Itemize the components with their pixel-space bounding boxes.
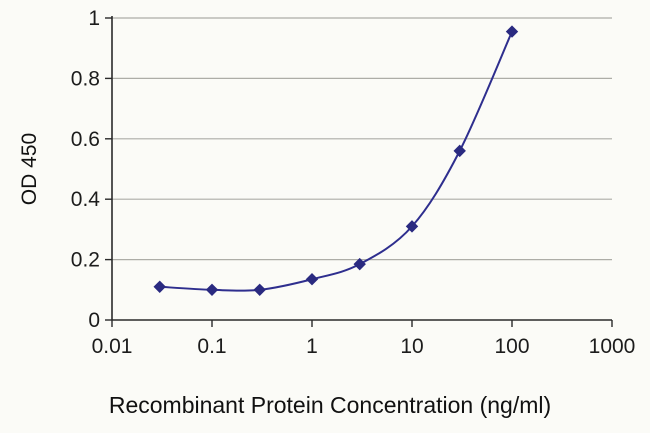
data-point-marker: [253, 283, 266, 297]
data-point-marker: [505, 25, 519, 38]
x-axis-title: Recombinant Protein Concentration (ng/ml…: [108, 392, 552, 418]
x-tick-label: 1: [306, 335, 318, 358]
data-point-marker: [205, 283, 219, 297]
y-tick-label: 0.8: [71, 67, 100, 90]
y-tick-label: 0.2: [71, 249, 100, 272]
y-tick-label: 0.4: [71, 188, 101, 211]
data-point-marker: [405, 220, 419, 233]
data-point-marker: [453, 144, 466, 158]
x-tick-label: 1000: [589, 335, 636, 358]
x-tick-label: 100: [494, 335, 529, 358]
data-point-marker: [153, 280, 166, 293]
data-point-marker: [353, 257, 366, 271]
y-axis-title: OD 450: [18, 132, 41, 206]
data-point-marker: [305, 273, 319, 286]
series-line: [159, 31, 513, 292]
y-tick-label: 0.6: [71, 128, 100, 151]
y-tick-label: 1: [88, 7, 100, 30]
x-tick-label: 0.01: [92, 335, 133, 358]
y-tick-label: 0: [88, 309, 100, 332]
x-tick-label: 10: [400, 335, 423, 358]
x-tick-label: 0.1: [197, 335, 226, 358]
